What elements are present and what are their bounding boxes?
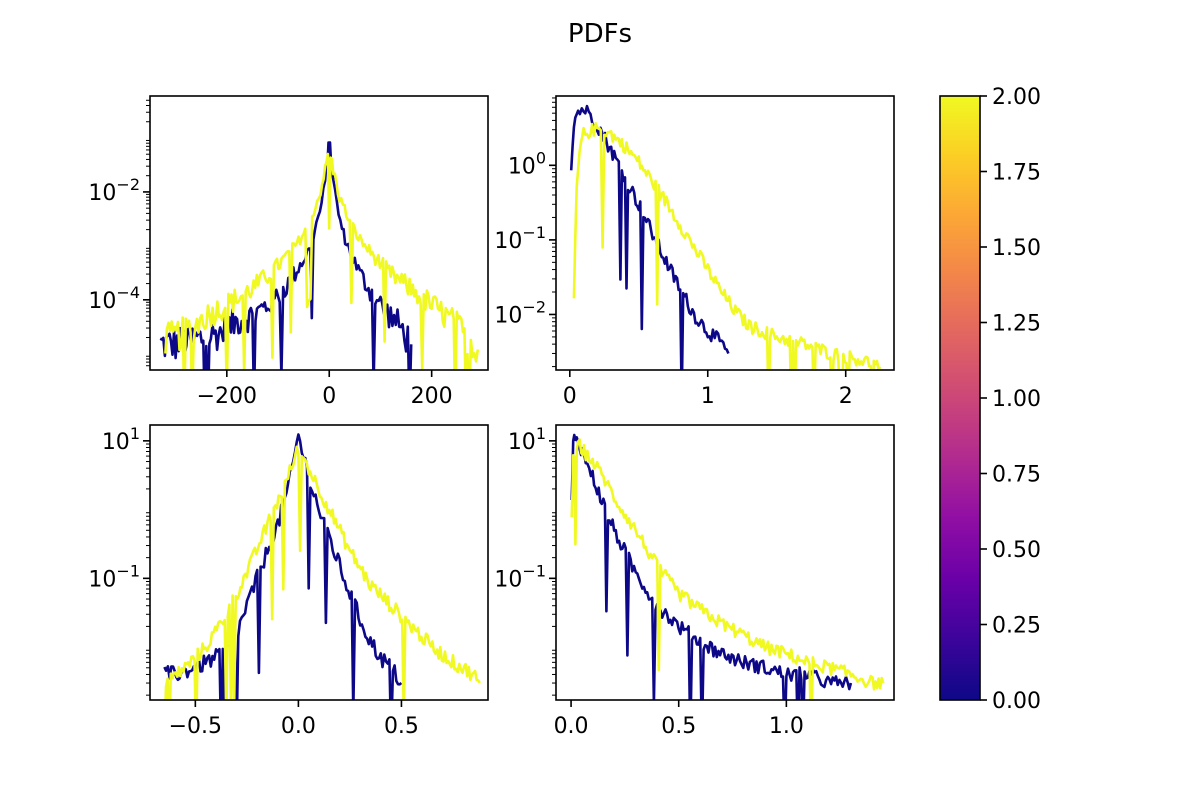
colorbar-tick-label: 0.75	[992, 463, 1041, 488]
colorbar-tick-label: 1.75	[992, 161, 1041, 186]
y-tick-label: 10−1	[88, 561, 140, 592]
y-tick-label: 10−1	[494, 223, 546, 254]
axes-frame	[555, 95, 895, 371]
axes-frame	[149, 95, 489, 371]
x-tick-label: −0.5	[169, 714, 222, 739]
series-line-2	[164, 445, 481, 700]
x-tick-label: 0	[322, 384, 336, 409]
subplot-3: −0.5 0.0 0.5 101 10−1	[88, 424, 489, 739]
colorbar-tick-label: 1.50	[992, 236, 1041, 261]
x-tick-label: 2	[839, 384, 853, 409]
series-line-1	[159, 141, 413, 370]
colorbar-tick-label: 0.00	[992, 689, 1041, 714]
x-tick-label: 0	[563, 384, 577, 409]
colorbar-tick-label: 0.50	[992, 538, 1041, 563]
colorbar-gradient	[940, 96, 980, 700]
series-line-2	[164, 152, 480, 370]
y-tick-label: 10−4	[88, 283, 140, 314]
subplot-1: −200 0 200 10−2 10−4	[88, 95, 489, 409]
x-tick-label: 0.5	[661, 714, 696, 739]
x-tick-label: 200	[411, 384, 453, 409]
colorbar-tick-label: 0.25	[992, 614, 1041, 639]
colorbar: 0.00 0.25 0.50 0.75 1.00 1.25 1.50 1.75 2.00	[939, 85, 1041, 714]
y-tick-label: 10−1	[494, 561, 546, 592]
x-tick-label: 0.5	[384, 714, 419, 739]
x-tick-label: 0.0	[281, 714, 316, 739]
colorbar-tick-label: 2.00	[992, 85, 1041, 110]
colorbar-tick-label: 1.25	[992, 312, 1041, 337]
x-tick-label: 1	[701, 384, 715, 409]
y-tick-label: 10−2	[88, 175, 140, 206]
subplot-4: 0.0 0.5 1.0 101 10−1	[494, 424, 895, 739]
x-tick-label: −200	[197, 384, 257, 409]
y-tick-label: 101	[508, 424, 546, 455]
series-line-1	[569, 104, 730, 370]
y-tick-label: 10−2	[494, 297, 546, 328]
series-line-2	[572, 122, 882, 370]
series-line-1	[570, 433, 853, 700]
series-line-2	[570, 438, 885, 700]
subplot-2: 0 1 2 100 10−1 10−2	[494, 95, 895, 409]
x-tick-label: 1.0	[769, 714, 804, 739]
figure-title: PDFs	[568, 19, 632, 49]
axes-frame	[555, 424, 895, 701]
subplots: −200 0 200 10−2 10−4 0 1 2 100 10−1 10−2 −0.5 0.0 0.5…	[88, 85, 1041, 739]
axes-frame	[149, 424, 489, 701]
y-tick-label: 101	[102, 424, 140, 455]
y-tick-label: 100	[508, 148, 546, 179]
colorbar-tick-label: 1.00	[992, 387, 1041, 412]
x-tick-label: 0.0	[554, 714, 589, 739]
